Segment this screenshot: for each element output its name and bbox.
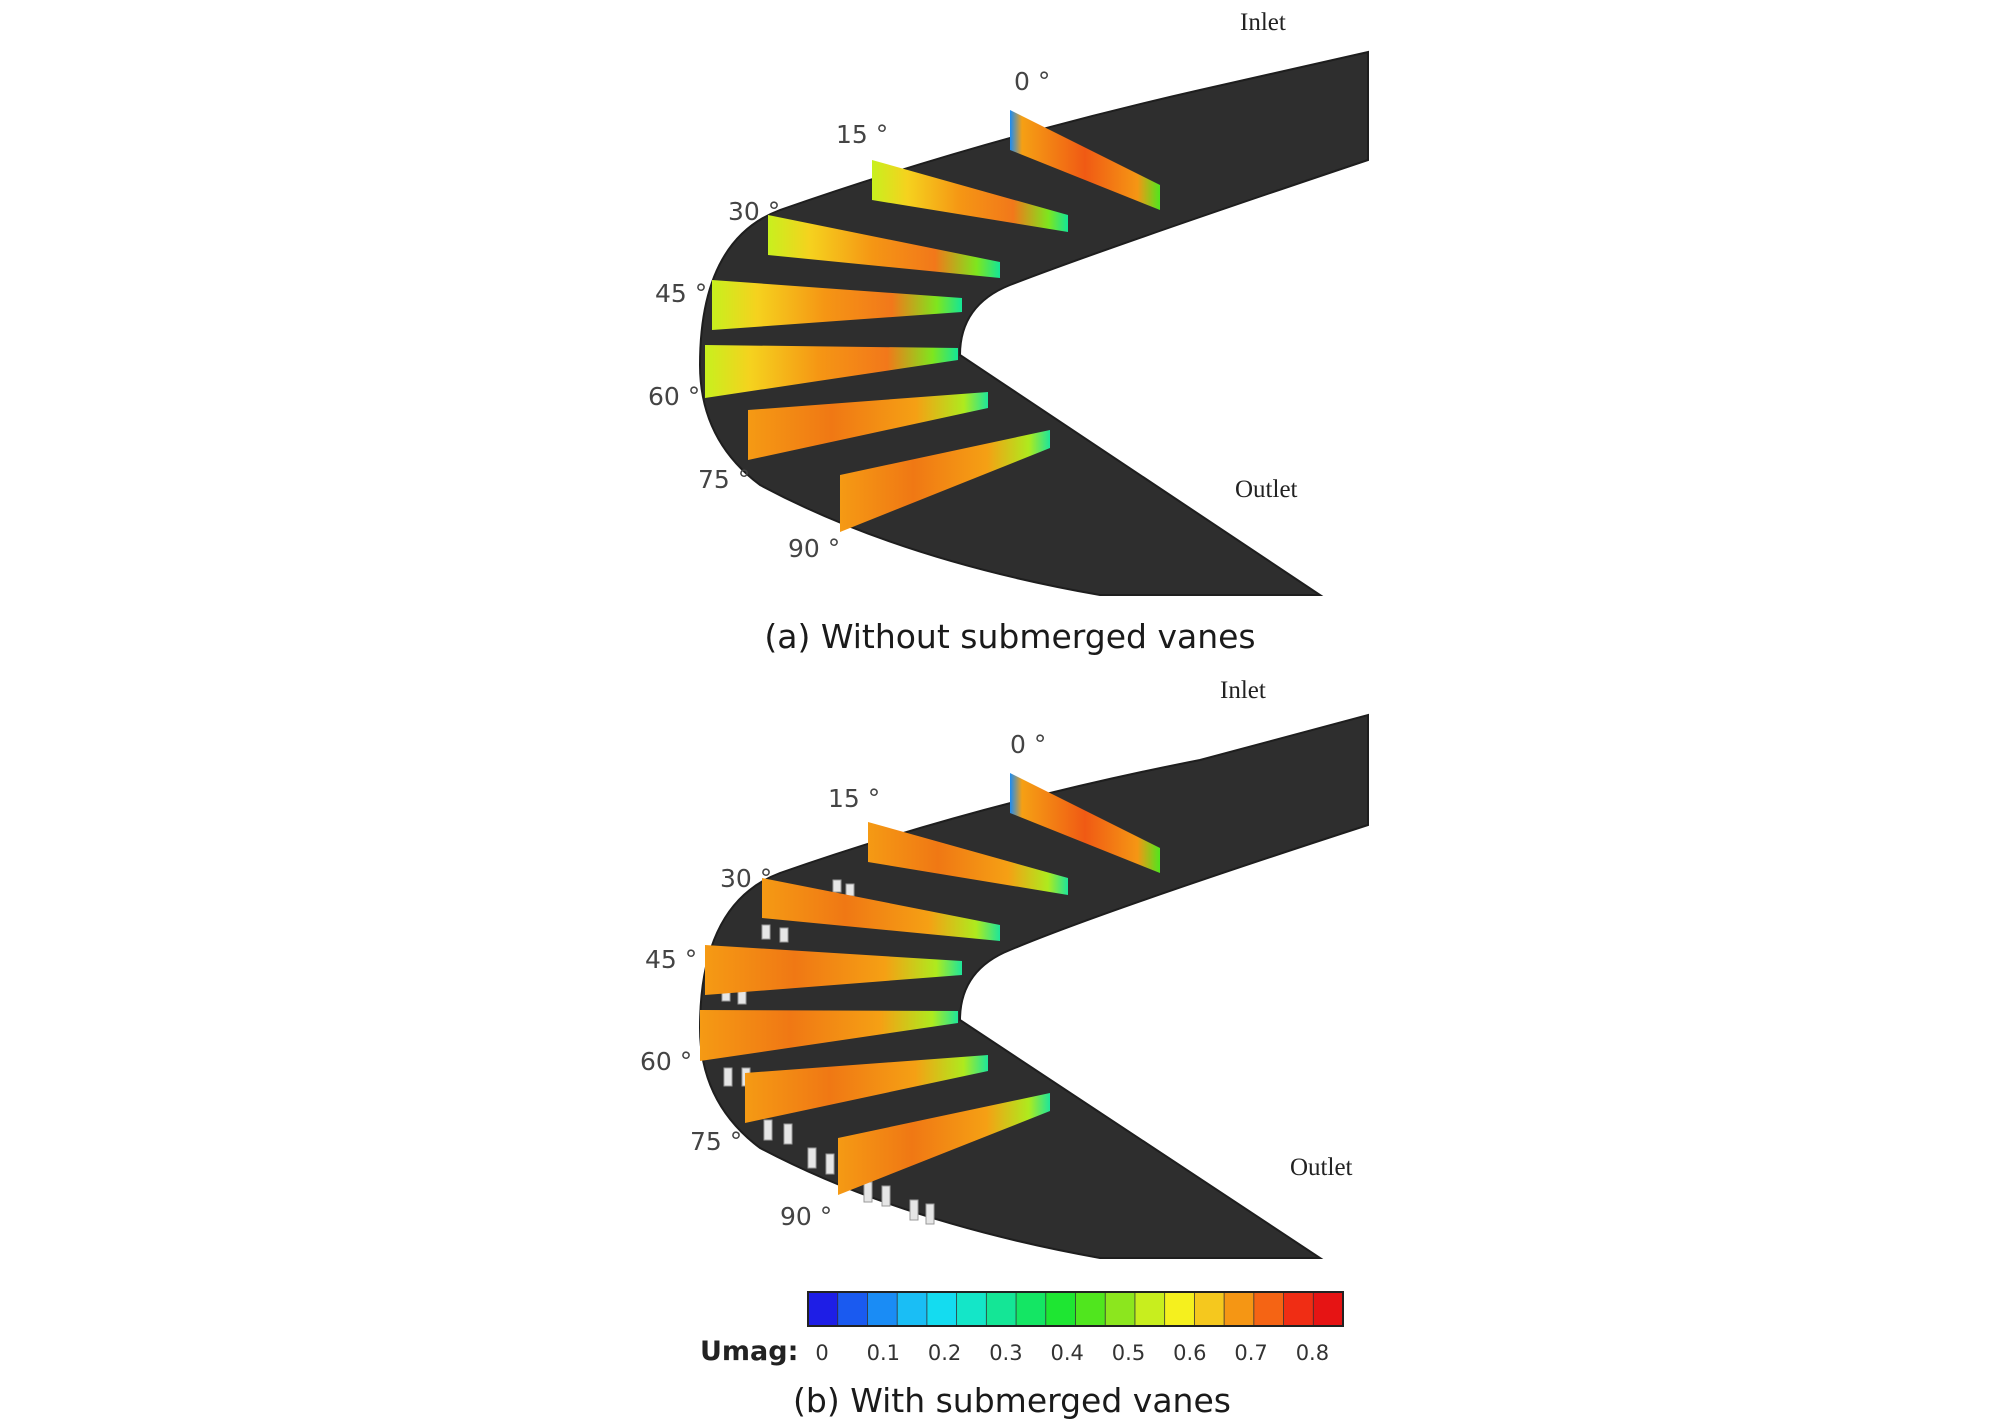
colorbar-tick-label: 0.7 (1234, 1341, 1267, 1365)
colorbar-tick-label: 0.1 (867, 1341, 900, 1365)
vane (863, 1181, 873, 1203)
section-75 (748, 392, 988, 460)
section-labels: 0 ° 15 ° 30 ° 45 ° 60 ° 75 ° 90 ° (648, 67, 1050, 563)
vane (881, 1185, 891, 1207)
section-0 (1010, 110, 1160, 210)
vane (761, 924, 771, 940)
caption: (a) Without submerged vanes (764, 617, 1255, 656)
colorbar-cell (807, 1291, 839, 1327)
section-45 (712, 280, 962, 330)
colorbar-cell (1223, 1291, 1255, 1327)
cross-sections (700, 773, 1160, 1195)
section-label: 0 ° (1014, 67, 1050, 96)
colorbar-cell (1104, 1291, 1136, 1327)
colorbar-cell (1253, 1291, 1285, 1327)
section-label: 90 ° (788, 534, 840, 563)
section-label: 15 ° (836, 120, 888, 149)
section-90 (838, 1093, 1050, 1195)
vane (783, 1123, 793, 1145)
vane (845, 883, 855, 897)
section-15 (872, 160, 1068, 232)
section-label: 60 ° (648, 382, 700, 411)
cross-sections (705, 110, 1160, 532)
section-75 (745, 1055, 988, 1123)
colorbar-tick-label: 0 (815, 1341, 828, 1365)
colorbar-cell (896, 1291, 928, 1327)
section-label: 15 ° (828, 784, 880, 813)
section-labels: 0 ° 15 ° 30 ° 45 ° 60 ° 75 ° 90 ° (640, 730, 1046, 1231)
colorbar-tick-label: 0.4 (1050, 1341, 1083, 1365)
section-15 (868, 822, 1068, 895)
section-30 (762, 878, 1000, 941)
colorbar-tick-label: 0.2 (928, 1341, 961, 1365)
inlet-label: Inlet (1220, 677, 1266, 704)
section-45 (705, 945, 962, 995)
section-label: 30 ° (728, 197, 780, 226)
section-label: 75 ° (698, 465, 750, 494)
colorbar-tick-label: 0.6 (1173, 1341, 1206, 1365)
vane (779, 927, 789, 943)
vane (925, 1203, 935, 1225)
vane (832, 879, 842, 893)
section-60 (705, 345, 958, 398)
section-60 (700, 1010, 958, 1061)
colorbar-cell (867, 1291, 899, 1327)
panel-a: 0 ° 15 ° 30 ° 45 ° 60 ° 75 ° 90 ° Inlet … (648, 9, 1369, 656)
section-30 (768, 215, 1000, 278)
colorbar-cell (837, 1291, 869, 1327)
colorbar-title: Umag: (700, 1336, 798, 1367)
colorbar-frame (807, 1291, 1344, 1327)
section-label: 75 ° (690, 1127, 742, 1156)
outlet-label: Outlet (1290, 1154, 1353, 1181)
colorbar-cell (1134, 1291, 1166, 1327)
colorbar-cell (1015, 1291, 1047, 1327)
vane (807, 1147, 817, 1169)
colorbar-cell (1164, 1291, 1196, 1327)
section-label: 60 ° (640, 1047, 692, 1076)
section-0 (1010, 773, 1160, 873)
section-label: 90 ° (780, 1202, 832, 1231)
colorbar-cell (956, 1291, 988, 1327)
colorbar-tick-label: 0.5 (1112, 1341, 1145, 1365)
colorbar-cell (1312, 1291, 1344, 1327)
vane (825, 1153, 835, 1175)
vane (763, 1119, 773, 1141)
colorbar-tick-label: 0.8 (1296, 1341, 1329, 1365)
channel-bed (698, 713, 1369, 1259)
section-90 (840, 430, 1050, 532)
caption: (b) With submerged vanes (793, 1381, 1231, 1420)
inlet-label: Inlet (1240, 9, 1286, 36)
section-label: 45 ° (645, 945, 697, 974)
channel-bed (698, 50, 1369, 596)
colorbar-cell (1283, 1291, 1315, 1327)
vane (723, 1067, 733, 1087)
colorbar-ticks: 0 0.1 0.2 0.3 0.4 0.5 0.6 0.7 0.8 (815, 1341, 1329, 1365)
vane (909, 1199, 919, 1221)
section-label: 45 ° (655, 279, 707, 308)
colorbar-tick-label: 0.3 (989, 1341, 1022, 1365)
colorbar-cell (1193, 1291, 1226, 1327)
outlet-label: Outlet (1235, 476, 1298, 503)
section-label: 0 ° (1010, 730, 1046, 759)
colorbar-cell (1075, 1291, 1107, 1327)
colorbar-cell (926, 1291, 958, 1327)
panel-b: 0 ° 15 ° 30 ° 45 ° 60 ° 75 ° 90 ° Inlet … (640, 677, 1369, 1259)
colorbar-cells (807, 1291, 1344, 1327)
colorbar-cell (1045, 1291, 1077, 1327)
colorbar-cell (985, 1291, 1017, 1327)
colorbar: Umag: 0 0.1 0.2 0.3 0.4 0.5 0.6 0.7 0.8 (700, 1291, 1344, 1367)
section-label: 30 ° (720, 864, 772, 893)
